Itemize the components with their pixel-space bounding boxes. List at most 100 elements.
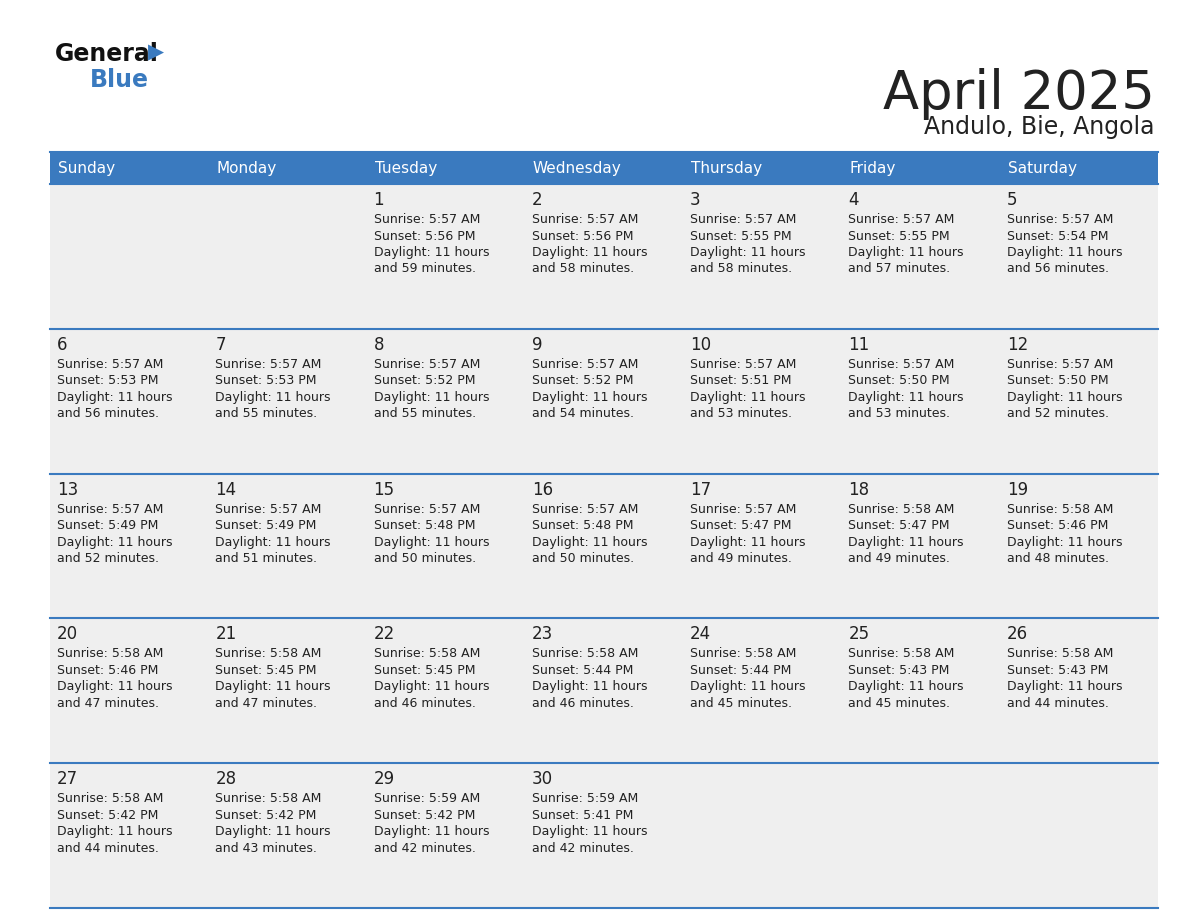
Text: Sunset: 5:48 PM: Sunset: 5:48 PM (373, 519, 475, 532)
Text: Daylight: 11 hours: Daylight: 11 hours (1006, 391, 1123, 404)
Text: 8: 8 (373, 336, 384, 353)
Bar (525, 329, 683, 474)
Text: Daylight: 11 hours: Daylight: 11 hours (373, 535, 489, 549)
Text: Sunrise: 5:57 AM: Sunrise: 5:57 AM (848, 213, 955, 226)
Text: Sunrise: 5:57 AM: Sunrise: 5:57 AM (373, 213, 480, 226)
Text: Daylight: 11 hours: Daylight: 11 hours (690, 391, 805, 404)
Text: Daylight: 11 hours: Daylight: 11 hours (215, 680, 330, 693)
Text: Saturday: Saturday (1007, 161, 1076, 175)
Text: Daylight: 11 hours: Daylight: 11 hours (1006, 246, 1123, 259)
Text: 15: 15 (373, 481, 394, 498)
Text: Daylight: 11 hours: Daylight: 11 hours (532, 535, 647, 549)
Text: 26: 26 (1006, 625, 1028, 644)
Text: Sunrise: 5:57 AM: Sunrise: 5:57 AM (532, 502, 638, 516)
Text: and 53 minutes.: and 53 minutes. (848, 408, 950, 420)
Bar (208, 619, 367, 763)
Text: Daylight: 11 hours: Daylight: 11 hours (532, 680, 647, 693)
Text: 19: 19 (1006, 481, 1028, 498)
Text: and 55 minutes.: and 55 minutes. (373, 408, 475, 420)
Text: and 56 minutes.: and 56 minutes. (1006, 263, 1108, 275)
Text: Daylight: 11 hours: Daylight: 11 hours (1006, 680, 1123, 693)
Bar (841, 763, 1000, 908)
Bar (1000, 184, 1158, 329)
Text: 3: 3 (690, 191, 701, 209)
Text: Sunset: 5:44 PM: Sunset: 5:44 PM (690, 664, 791, 677)
Text: Sunrise: 5:57 AM: Sunrise: 5:57 AM (532, 358, 638, 371)
Text: Daylight: 11 hours: Daylight: 11 hours (532, 391, 647, 404)
Bar (50, 184, 208, 329)
Text: Andulo, Bie, Angola: Andulo, Bie, Angola (924, 115, 1155, 139)
Bar (208, 474, 367, 619)
Text: Daylight: 11 hours: Daylight: 11 hours (373, 391, 489, 404)
Text: and 55 minutes.: and 55 minutes. (215, 408, 317, 420)
Text: Sunrise: 5:58 AM: Sunrise: 5:58 AM (532, 647, 638, 660)
Text: Sunset: 5:44 PM: Sunset: 5:44 PM (532, 664, 633, 677)
Text: Sunrise: 5:57 AM: Sunrise: 5:57 AM (532, 213, 638, 226)
Text: and 54 minutes.: and 54 minutes. (532, 408, 634, 420)
Text: Sunset: 5:55 PM: Sunset: 5:55 PM (848, 230, 950, 242)
Text: Sunset: 5:49 PM: Sunset: 5:49 PM (57, 519, 158, 532)
Text: Sunrise: 5:57 AM: Sunrise: 5:57 AM (57, 358, 164, 371)
Text: and 45 minutes.: and 45 minutes. (690, 697, 792, 710)
Text: and 48 minutes.: and 48 minutes. (1006, 552, 1108, 565)
Bar (525, 184, 683, 329)
Text: Tuesday: Tuesday (374, 161, 437, 175)
Text: Daylight: 11 hours: Daylight: 11 hours (848, 535, 963, 549)
Text: Sunset: 5:56 PM: Sunset: 5:56 PM (373, 230, 475, 242)
Text: 21: 21 (215, 625, 236, 644)
Bar (367, 474, 525, 619)
Text: 23: 23 (532, 625, 554, 644)
Text: Daylight: 11 hours: Daylight: 11 hours (215, 825, 330, 838)
Text: and 50 minutes.: and 50 minutes. (373, 552, 475, 565)
Text: and 45 minutes.: and 45 minutes. (848, 697, 950, 710)
Text: 22: 22 (373, 625, 394, 644)
Bar (683, 619, 841, 763)
Text: Sunset: 5:46 PM: Sunset: 5:46 PM (57, 664, 158, 677)
Text: 30: 30 (532, 770, 552, 789)
Text: and 46 minutes.: and 46 minutes. (373, 697, 475, 710)
Text: and 52 minutes.: and 52 minutes. (57, 552, 159, 565)
Text: Sunrise: 5:57 AM: Sunrise: 5:57 AM (373, 358, 480, 371)
Bar (841, 474, 1000, 619)
Text: 7: 7 (215, 336, 226, 353)
Text: Sunset: 5:48 PM: Sunset: 5:48 PM (532, 519, 633, 532)
Text: Sunrise: 5:57 AM: Sunrise: 5:57 AM (848, 358, 955, 371)
Text: and 51 minutes.: and 51 minutes. (215, 552, 317, 565)
Text: Sunrise: 5:59 AM: Sunrise: 5:59 AM (532, 792, 638, 805)
Text: Sunset: 5:54 PM: Sunset: 5:54 PM (1006, 230, 1108, 242)
Text: Sunset: 5:51 PM: Sunset: 5:51 PM (690, 375, 791, 387)
Text: Sunrise: 5:57 AM: Sunrise: 5:57 AM (690, 213, 796, 226)
Text: 13: 13 (57, 481, 78, 498)
Text: General: General (55, 42, 159, 66)
Text: 24: 24 (690, 625, 712, 644)
Text: Wednesday: Wednesday (533, 161, 621, 175)
Text: Friday: Friday (849, 161, 896, 175)
Text: 11: 11 (848, 336, 870, 353)
Text: 12: 12 (1006, 336, 1028, 353)
Text: 1: 1 (373, 191, 384, 209)
Text: ▶: ▶ (148, 42, 164, 62)
Text: and 49 minutes.: and 49 minutes. (690, 552, 792, 565)
Text: Sunset: 5:53 PM: Sunset: 5:53 PM (215, 375, 317, 387)
Text: Sunset: 5:47 PM: Sunset: 5:47 PM (848, 519, 950, 532)
Text: 16: 16 (532, 481, 552, 498)
Text: Sunset: 5:46 PM: Sunset: 5:46 PM (1006, 519, 1108, 532)
Text: Sunrise: 5:57 AM: Sunrise: 5:57 AM (215, 502, 322, 516)
Text: and 46 minutes.: and 46 minutes. (532, 697, 633, 710)
Text: Sunset: 5:50 PM: Sunset: 5:50 PM (1006, 375, 1108, 387)
Bar (208, 152, 367, 184)
Text: 28: 28 (215, 770, 236, 789)
Text: Sunrise: 5:58 AM: Sunrise: 5:58 AM (690, 647, 796, 660)
Text: Sunrise: 5:57 AM: Sunrise: 5:57 AM (690, 358, 796, 371)
Text: Daylight: 11 hours: Daylight: 11 hours (373, 825, 489, 838)
Text: and 42 minutes.: and 42 minutes. (373, 842, 475, 855)
Text: 20: 20 (57, 625, 78, 644)
Bar (208, 184, 367, 329)
Bar (1000, 329, 1158, 474)
Bar (525, 619, 683, 763)
Text: Sunrise: 5:58 AM: Sunrise: 5:58 AM (848, 647, 955, 660)
Text: Daylight: 11 hours: Daylight: 11 hours (215, 391, 330, 404)
Text: Daylight: 11 hours: Daylight: 11 hours (57, 391, 172, 404)
Text: Sunset: 5:52 PM: Sunset: 5:52 PM (532, 375, 633, 387)
Text: 4: 4 (848, 191, 859, 209)
